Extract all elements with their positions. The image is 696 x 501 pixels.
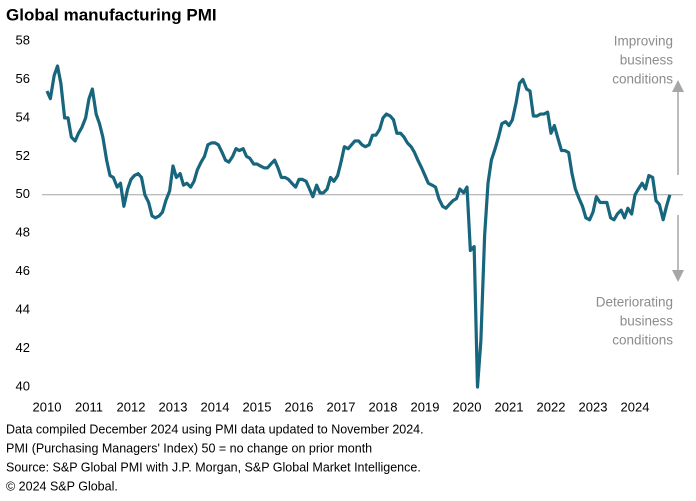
footnote: PMI (Purchasing Managers' Index) 50 = no… <box>6 441 372 455</box>
x-tick-label: 2017 <box>327 399 356 414</box>
annotation: Deteriorating <box>596 295 673 310</box>
x-tick-label: 2010 <box>33 399 62 414</box>
x-tick-label: 2024 <box>621 399 650 414</box>
chart-title: Global manufacturing PMI <box>6 5 217 24</box>
x-tick-label: 2022 <box>537 399 566 414</box>
y-tick-label: 52 <box>16 148 30 163</box>
y-tick-label: 46 <box>16 263 30 278</box>
x-tick-label: 2020 <box>453 399 482 414</box>
y-tick-label: 40 <box>16 378 30 393</box>
x-tick-label: 2013 <box>159 399 188 414</box>
x-tick-label: 2014 <box>201 399 230 414</box>
y-tick-label: 54 <box>16 109 30 124</box>
footnote: Data compiled December 2024 using PMI da… <box>6 422 424 436</box>
annotation: business <box>620 53 674 68</box>
y-tick-label: 50 <box>16 186 30 201</box>
pmi-line <box>45 64 672 389</box>
annotation: Improving <box>614 34 673 49</box>
y-tick-label: 42 <box>16 340 30 355</box>
x-tick-label: 2023 <box>579 399 608 414</box>
x-tick-label: 2018 <box>369 399 398 414</box>
x-tick-label: 2011 <box>75 399 103 414</box>
x-tick-label: 2021 <box>495 399 524 414</box>
annotation: conditions <box>612 72 673 87</box>
y-tick-label: 58 <box>16 32 30 47</box>
y-tick-label: 48 <box>16 225 30 240</box>
footnote: © 2024 S&P Global. <box>6 479 118 493</box>
annotation: business <box>620 314 674 329</box>
x-tick-label: 2019 <box>411 399 440 414</box>
x-tick-label: 2015 <box>243 399 272 414</box>
y-tick-label: 56 <box>16 71 30 86</box>
x-tick-label: 2016 <box>285 399 314 414</box>
footnote: Source: S&P Global PMI with J.P. Morgan,… <box>6 460 421 474</box>
annotation: conditions <box>612 333 673 348</box>
x-tick-label: 2012 <box>117 399 146 414</box>
y-tick-label: 44 <box>16 302 30 317</box>
